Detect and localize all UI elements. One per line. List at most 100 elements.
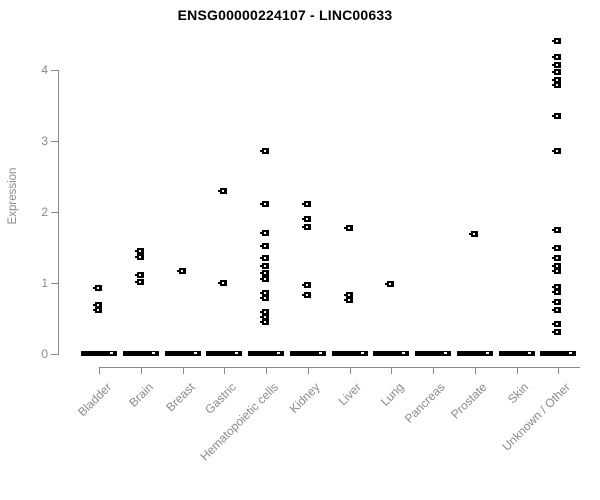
data-point-marker <box>134 272 144 279</box>
data-point-marker <box>134 247 144 254</box>
x-axis-tick <box>433 366 434 374</box>
data-point-marker <box>260 289 269 296</box>
data-point-marker <box>552 77 562 84</box>
x-axis-category-label: Hematopoietic cells <box>197 380 281 464</box>
data-point-marker <box>93 306 102 313</box>
data-point-marker <box>301 292 311 299</box>
data-point-marker <box>301 282 311 289</box>
data-point-marker <box>343 224 353 231</box>
x-axis-category-label: Bladder <box>74 380 114 420</box>
zero-expression-cluster <box>498 351 535 356</box>
x-axis-category-label: Liver <box>336 380 365 409</box>
data-point-marker <box>552 113 562 120</box>
data-point-marker <box>260 295 269 302</box>
x-axis-tick <box>391 366 393 374</box>
data-point-marker <box>552 61 562 68</box>
y-axis-line <box>57 70 59 356</box>
data-point-marker <box>552 298 562 305</box>
data-point-marker <box>552 82 562 89</box>
chart-title: ENSG00000224107 - LINC00633 <box>177 7 393 23</box>
data-point-marker <box>260 262 269 269</box>
data-point-marker <box>218 280 228 287</box>
y-axis-tick-label: 4 <box>41 63 48 78</box>
data-point-marker <box>218 188 228 194</box>
data-point-marker <box>343 297 353 304</box>
zero-expression-cluster <box>415 351 451 356</box>
data-point-marker <box>552 263 562 270</box>
data-point-marker <box>134 278 144 285</box>
data-point-marker <box>260 255 269 262</box>
x-axis-line <box>99 366 580 368</box>
data-point-marker <box>552 227 562 234</box>
x-axis-tick <box>516 366 518 374</box>
data-point-marker <box>134 254 144 261</box>
data-point-marker <box>176 267 186 274</box>
y-axis-tick <box>50 141 58 143</box>
data-point-marker <box>552 68 562 75</box>
x-axis-tick <box>99 366 100 374</box>
data-point-marker <box>385 281 395 287</box>
data-point-marker <box>260 309 269 316</box>
data-point-marker <box>301 200 311 207</box>
y-axis-tick-label: 0 <box>41 347 48 362</box>
data-point-marker <box>260 319 269 326</box>
x-axis-category-label: Skin <box>504 380 532 407</box>
data-point-marker <box>301 224 311 231</box>
x-axis-category-label: Prostate <box>448 380 490 422</box>
data-point-marker <box>301 215 311 222</box>
data-point-marker <box>552 288 562 295</box>
data-point-marker <box>260 314 269 321</box>
data-point-marker <box>260 242 269 249</box>
data-point-marker <box>260 270 269 277</box>
data-point-marker <box>552 320 562 327</box>
data-point-marker <box>343 291 353 298</box>
zero-expression-cluster <box>206 351 243 356</box>
y-axis-tick-label: 3 <box>41 134 48 149</box>
data-point-marker <box>552 307 562 314</box>
data-point-marker <box>93 285 102 292</box>
zero-expression-cluster <box>289 351 326 356</box>
x-axis-category-label: Lung <box>377 380 407 409</box>
x-axis-tick <box>140 366 142 374</box>
x-axis-tick <box>349 366 351 374</box>
y-axis-tick <box>50 212 58 214</box>
data-point-marker <box>260 229 269 236</box>
x-axis-tick <box>558 366 560 374</box>
y-axis-tick <box>50 283 58 285</box>
x-axis-category-label: Breast <box>162 380 198 415</box>
zero-expression-cluster <box>331 351 368 356</box>
x-axis-category-label: Gastric <box>202 380 240 417</box>
zero-expression-cluster <box>248 351 284 356</box>
data-point-marker <box>260 148 269 155</box>
zero-expression-cluster <box>122 351 159 356</box>
data-point-marker <box>552 283 562 290</box>
zero-expression-cluster <box>540 351 577 356</box>
x-axis-tick <box>224 366 226 374</box>
zero-expression-cluster <box>373 351 410 356</box>
data-point-marker <box>552 53 562 60</box>
x-axis-category-label: Pancreas <box>402 380 448 426</box>
data-point-marker <box>93 302 102 309</box>
data-point-marker <box>552 244 562 251</box>
y-axis-tick-label: 1 <box>41 276 48 291</box>
x-axis-tick <box>182 366 184 374</box>
data-point-marker <box>552 329 562 336</box>
zero-expression-cluster <box>164 351 201 356</box>
x-axis-tick <box>266 366 267 374</box>
zero-expression-cluster <box>456 351 493 356</box>
data-point-marker <box>260 276 269 283</box>
y-axis-tick <box>50 354 58 356</box>
y-axis-tick-label: 2 <box>41 205 48 220</box>
data-point-marker <box>552 38 562 45</box>
x-axis-tick <box>307 366 309 374</box>
x-axis-category-label: Kidney <box>286 380 323 416</box>
x-axis-tick <box>474 366 476 374</box>
data-point-marker <box>552 268 562 275</box>
data-point-marker <box>468 231 478 238</box>
data-point-marker <box>552 148 562 155</box>
data-point-marker <box>260 200 269 207</box>
x-axis-category-label: Brain <box>125 380 156 410</box>
data-point-marker <box>552 255 562 262</box>
y-axis-tick <box>50 70 58 72</box>
